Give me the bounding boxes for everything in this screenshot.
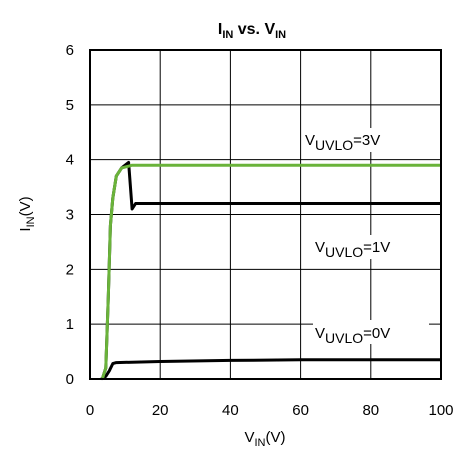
annotation-bg-3v: [303, 128, 419, 152]
y-tick-label-6: 6: [66, 42, 74, 59]
plot-frame: [89, 49, 442, 380]
chart-title: IIN vs. VIN: [218, 21, 286, 41]
x-tick-label-0: 0: [86, 402, 94, 419]
chart-title-sub-2: IN: [275, 29, 286, 41]
y-tick-label-0: 0: [66, 371, 74, 388]
annotation-bg-1v: [313, 235, 429, 259]
y-tick-label-5: 5: [66, 97, 74, 114]
series-line-2: [100, 358, 441, 381]
x-tick-label-1: 20: [152, 402, 169, 419]
chart-title-sub: IN: [222, 29, 233, 41]
annotation-vuvlo-0v: VUVLO=0V: [315, 325, 390, 346]
y-tick-labels: 0 1 2 3 4 5 6: [66, 42, 74, 388]
annotation-vuvlo-1v: VUVLO=1V: [315, 239, 390, 260]
annotation-vuvlo-3v: VUVLO=3V: [305, 132, 380, 153]
y-tick-label-2: 2: [66, 261, 74, 278]
y-axis-label: IIN(V): [17, 196, 37, 231]
x-axis-label: VIN(V): [244, 429, 285, 449]
series-line-0: [100, 163, 441, 380]
x-tick-label-5: 100: [428, 402, 453, 419]
series-line-1: [100, 160, 441, 380]
x-tick-labels: 0 20 40 60 80 100: [86, 402, 454, 419]
annotation-bg-0v: [313, 320, 429, 344]
x-tick-label-4: 80: [362, 402, 379, 419]
y-tick-label-4: 4: [66, 152, 74, 169]
x-tick-label-3: 60: [292, 402, 309, 419]
y-tick-label-1: 1: [66, 316, 74, 333]
series-group: [100, 160, 441, 381]
x-tick-label-2: 40: [222, 402, 239, 419]
y-tick-label-3: 3: [66, 207, 74, 224]
